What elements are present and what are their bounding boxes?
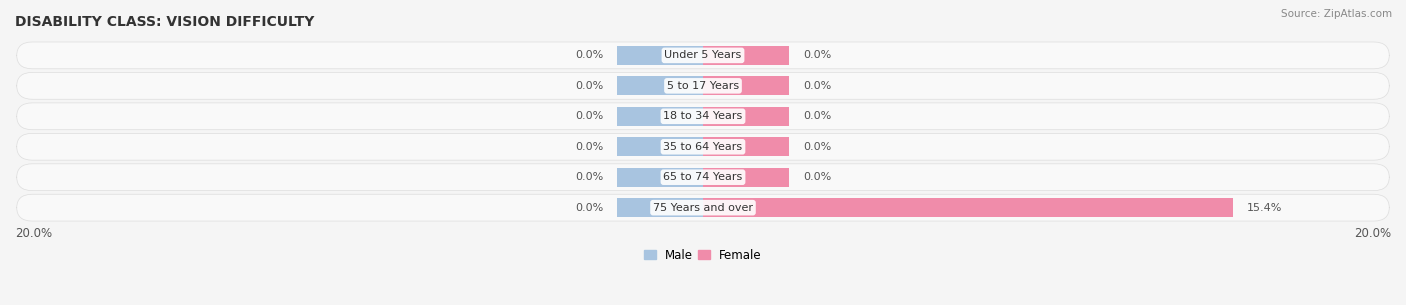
Bar: [617, 137, 703, 156]
FancyBboxPatch shape: [17, 133, 1389, 160]
Bar: [703, 46, 789, 65]
FancyBboxPatch shape: [17, 103, 1389, 130]
Text: 0.0%: 0.0%: [575, 142, 603, 152]
Bar: [703, 107, 789, 126]
Bar: [617, 198, 703, 217]
Text: 0.0%: 0.0%: [803, 142, 831, 152]
Text: Source: ZipAtlas.com: Source: ZipAtlas.com: [1281, 9, 1392, 19]
Text: 5 to 17 Years: 5 to 17 Years: [666, 81, 740, 91]
Text: 18 to 34 Years: 18 to 34 Years: [664, 111, 742, 121]
Bar: [703, 168, 789, 187]
Text: 15.4%: 15.4%: [1247, 203, 1282, 213]
Text: Under 5 Years: Under 5 Years: [665, 50, 741, 60]
Bar: [703, 76, 789, 95]
Bar: [703, 198, 1233, 217]
Text: DISABILITY CLASS: VISION DIFFICULTY: DISABILITY CLASS: VISION DIFFICULTY: [15, 15, 315, 29]
Bar: [617, 76, 703, 95]
Text: 0.0%: 0.0%: [575, 50, 603, 60]
Text: 0.0%: 0.0%: [803, 111, 831, 121]
Text: 0.0%: 0.0%: [803, 81, 831, 91]
Bar: [617, 46, 703, 65]
Text: 65 to 74 Years: 65 to 74 Years: [664, 172, 742, 182]
Text: 0.0%: 0.0%: [575, 203, 603, 213]
Text: 0.0%: 0.0%: [575, 172, 603, 182]
FancyBboxPatch shape: [17, 194, 1389, 221]
Bar: [617, 107, 703, 126]
Bar: [617, 168, 703, 187]
Bar: [703, 137, 789, 156]
Text: 0.0%: 0.0%: [803, 50, 831, 60]
Text: 35 to 64 Years: 35 to 64 Years: [664, 142, 742, 152]
Text: 75 Years and over: 75 Years and over: [652, 203, 754, 213]
Text: 20.0%: 20.0%: [15, 228, 52, 240]
Text: 0.0%: 0.0%: [575, 81, 603, 91]
FancyBboxPatch shape: [17, 42, 1389, 69]
Legend: Male, Female: Male, Female: [644, 249, 762, 262]
Text: 20.0%: 20.0%: [1354, 228, 1391, 240]
Text: 0.0%: 0.0%: [575, 111, 603, 121]
FancyBboxPatch shape: [17, 164, 1389, 191]
Text: 0.0%: 0.0%: [803, 172, 831, 182]
FancyBboxPatch shape: [17, 73, 1389, 99]
